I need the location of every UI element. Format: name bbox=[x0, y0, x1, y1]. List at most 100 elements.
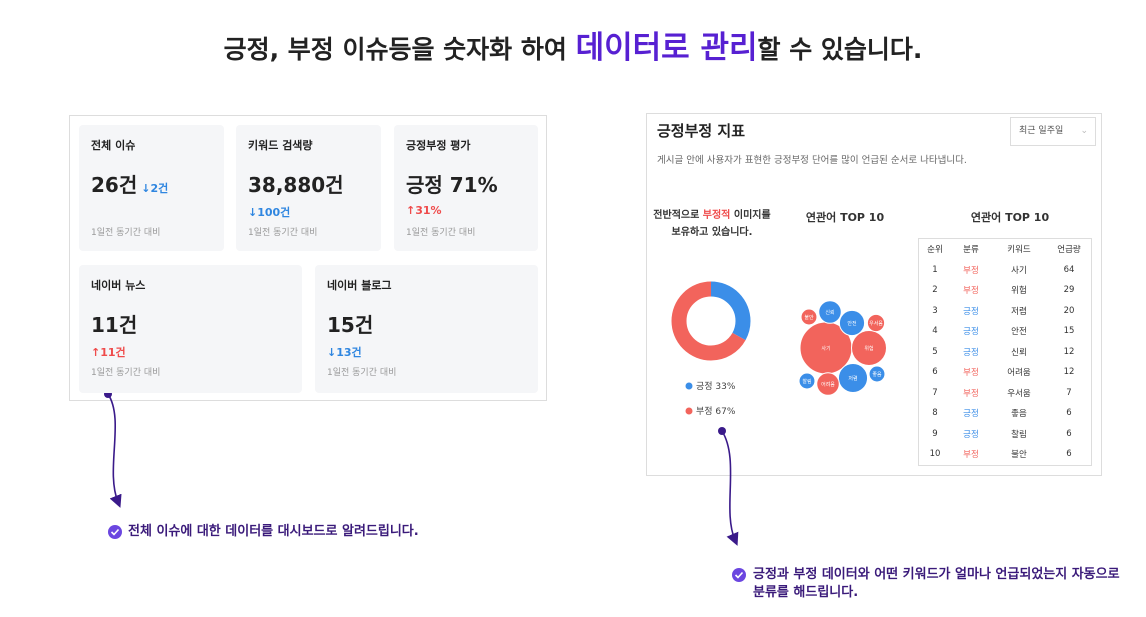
column-header: 분류 bbox=[963, 245, 979, 256]
stat-note: 1일전 동기간 대비 bbox=[248, 228, 318, 238]
stat-card: 네이버 블로그 15건 ↓13건 1일전 동기간 대비 bbox=[315, 265, 538, 393]
summary-text: 이미지를 보유하고 있습니다. bbox=[671, 210, 771, 238]
table-cell: 12 bbox=[1063, 346, 1075, 357]
summary-text: 전반적으로 bbox=[653, 210, 703, 221]
keyword-bubble bbox=[798, 372, 816, 390]
bubble-label: 안전 bbox=[847, 320, 857, 327]
stat-card: 네이버 뉴스 11건 ↑11건 1일전 동기간 대비 bbox=[79, 265, 302, 393]
legend-dot bbox=[685, 382, 693, 390]
stat-card: 키워드 검색량 38,880건 ↓100건 1일전 동기간 대비 bbox=[236, 125, 381, 251]
table-cell: 7 bbox=[932, 387, 938, 398]
table-row: 10 부정 불안 6 bbox=[919, 444, 1091, 465]
table-cell: 6 bbox=[1066, 408, 1072, 419]
table-cell: 4 bbox=[932, 326, 938, 337]
table-cell: 신뢰 bbox=[1011, 347, 1027, 358]
table-cell: 우서움 bbox=[1007, 388, 1031, 399]
annotation: 긍정과 부정 데이터와 어떤 키워드가 얼마나 언급되었는지 자동으로 분류를 … bbox=[753, 567, 1120, 600]
table-row: 4 긍정 안전 15 bbox=[919, 321, 1091, 342]
dashboard-panel bbox=[69, 115, 547, 401]
column-header: 순위 bbox=[927, 245, 943, 256]
title-text: 긍정, 부정 이슈등을 숫자화 하여 bbox=[223, 35, 576, 64]
donut-segment bbox=[671, 281, 751, 361]
table-cell: 좋음 bbox=[1011, 409, 1027, 420]
keyword-bubble bbox=[837, 362, 869, 394]
check-icon bbox=[108, 525, 122, 539]
stat-label: 키워드 검색량 bbox=[248, 139, 313, 152]
table-cell: 5 bbox=[932, 346, 938, 357]
stat-change: ↑11건 bbox=[91, 346, 126, 359]
stat-value: 26건 ↓2건 bbox=[91, 173, 169, 197]
table-cell: 부정 bbox=[963, 388, 979, 399]
check-mark bbox=[110, 528, 120, 536]
summary: 전반적으로 부정적 이미지를 보유하고 있습니다. bbox=[652, 207, 772, 241]
panel-title: 긍정부정 지표 bbox=[657, 122, 746, 140]
stat-change: ↓100건 bbox=[248, 206, 291, 219]
title-text: 할 수 있습니다. bbox=[757, 35, 923, 64]
table-cell: 긍정 bbox=[963, 327, 979, 338]
table-cell: 6 bbox=[1066, 428, 1072, 439]
table-cell: 부정 bbox=[963, 450, 979, 461]
table-cell: 64 bbox=[1063, 264, 1075, 275]
table-cell: 3 bbox=[932, 305, 938, 316]
table-cell: 9 bbox=[932, 428, 938, 439]
stat-note: 1일전 동기간 대비 bbox=[406, 228, 476, 238]
table-cell: 찰림 bbox=[1011, 429, 1027, 440]
keyword-bubble bbox=[800, 308, 818, 326]
table-title: 연관어 TOP 10 bbox=[970, 211, 1050, 224]
table-cell: 사기 bbox=[1011, 265, 1027, 276]
stat-card: 전체 이슈 26건 ↓2건 1일전 동기간 대비 bbox=[79, 125, 224, 251]
keyword-bubble bbox=[868, 365, 886, 383]
bubble-label: 찰림 bbox=[802, 378, 811, 385]
period-dropdown[interactable]: 최근 일주일 ⌄ bbox=[1010, 117, 1096, 146]
stat-label: 전체 이슈 bbox=[91, 139, 136, 152]
column-header: 키워드 bbox=[1007, 245, 1031, 256]
table-cell: 8 bbox=[932, 408, 938, 419]
stat-note: 1일전 동기간 대비 bbox=[91, 368, 161, 378]
table-row: 5 긍정 신뢰 12 bbox=[919, 342, 1091, 363]
stat-note: 1일전 동기간 대비 bbox=[327, 368, 397, 378]
arrow bbox=[107, 393, 122, 508]
stat-change: ↓13건 bbox=[327, 346, 362, 359]
table-cell: 6 bbox=[1066, 449, 1072, 460]
table-cell: 어려움 bbox=[1007, 368, 1031, 379]
indicator-panel bbox=[646, 113, 1102, 476]
bubble-label: 저렴 bbox=[848, 375, 857, 382]
table-cell: 7 bbox=[1066, 387, 1072, 398]
arrow bbox=[721, 430, 739, 546]
table-cell: 부정 bbox=[963, 286, 979, 297]
table-cell: 긍정 bbox=[963, 347, 979, 358]
table-cell: 15 bbox=[1063, 326, 1075, 337]
bubble-title: 연관어 TOP 10 bbox=[805, 211, 885, 224]
table-body: 1 부정 사기 64 2 부정 위험 29 3 긍정 저렴 20 4 긍정 안전 15 5 긍정 신뢰 12 6 부정 어려… bbox=[919, 260, 1091, 465]
table-header: 순위 분류 키워드 언급량 bbox=[919, 239, 1091, 260]
keyword-bubble bbox=[818, 300, 842, 324]
stat-change: ↓2건 bbox=[141, 182, 169, 195]
bubble-label: 위험 bbox=[864, 345, 873, 352]
bubble-label: 불안 bbox=[804, 314, 814, 321]
summary-highlight: 부정적 bbox=[702, 210, 731, 221]
stat-value: 긍정 71% bbox=[406, 173, 498, 197]
table-cell: 긍정 bbox=[963, 429, 979, 440]
table-cell: 긍정 bbox=[963, 306, 979, 317]
keyword-bubble bbox=[838, 309, 866, 337]
table-row: 2 부정 위험 29 bbox=[919, 280, 1091, 301]
table-cell: 부정 bbox=[963, 265, 979, 276]
stat-card: 긍정부정 평가 긍정 71% ↑31% 1일전 동기간 대비 bbox=[394, 125, 538, 251]
panel-description: 게시글 안에 사용자가 표현한 긍정부정 단어를 많이 언급된 순서로 나타냅니… bbox=[657, 155, 967, 166]
check-icon bbox=[732, 568, 746, 582]
stat-label: 긍정부정 평가 bbox=[406, 139, 471, 152]
stat-note: 1일전 동기간 대비 bbox=[91, 228, 161, 238]
keyword-bubble bbox=[850, 329, 888, 367]
page-title: 긍정, 부정 이슈등을 숫자화 하여 데이터로 관리할 수 있습니다. bbox=[0, 22, 1146, 67]
dropdown-text: 최근 일주일 bbox=[1019, 126, 1064, 136]
table-cell: 위험 bbox=[1011, 286, 1027, 297]
stat-label: 네이버 블로그 bbox=[327, 279, 392, 292]
legend-label: 부정 67% bbox=[696, 406, 736, 417]
bubble-label: 좋음 bbox=[872, 372, 882, 378]
table-cell: 1 bbox=[932, 264, 938, 275]
table-row: 3 긍정 저렴 20 bbox=[919, 301, 1091, 322]
table-cell: 10 bbox=[929, 449, 941, 460]
stat-label: 네이버 뉴스 bbox=[91, 279, 146, 292]
